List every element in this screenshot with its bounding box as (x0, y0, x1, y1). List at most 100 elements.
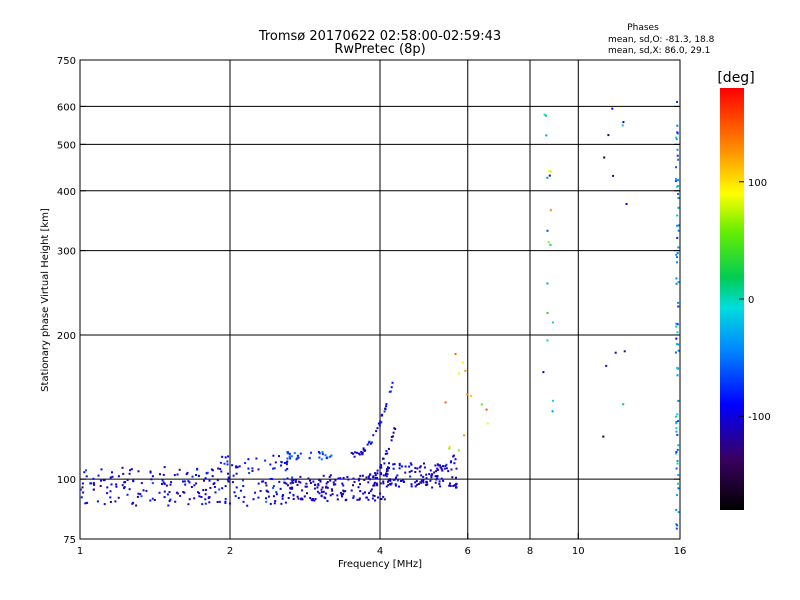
data-point (314, 498, 317, 500)
data-point (674, 415, 677, 418)
data-point (99, 485, 102, 487)
data-point (388, 462, 390, 465)
data-point (677, 158, 680, 161)
data-point (370, 441, 373, 444)
data-point (677, 444, 680, 447)
data-point (293, 452, 296, 455)
data-point (392, 431, 395, 434)
data-point (322, 474, 325, 477)
data-point (440, 466, 443, 469)
data-point (201, 503, 204, 506)
data-point (231, 481, 234, 484)
data-point (342, 489, 345, 492)
data-point (331, 489, 334, 492)
data-point (235, 486, 238, 489)
data-point (287, 484, 289, 487)
data-point (242, 485, 245, 487)
data-point (380, 466, 383, 469)
data-point (416, 467, 419, 470)
data-point (443, 467, 446, 470)
data-point (364, 449, 367, 452)
data-point (675, 509, 678, 511)
data-point (162, 473, 165, 476)
data-point (316, 486, 319, 489)
data-point (676, 261, 678, 264)
data-point (224, 500, 227, 503)
data-point (675, 427, 678, 430)
data-point (204, 493, 207, 496)
data-point (287, 451, 289, 454)
data-point (287, 497, 290, 499)
data-point (391, 381, 394, 384)
data-point (387, 484, 390, 487)
data-point (340, 493, 343, 496)
data-point (132, 479, 135, 482)
data-point (423, 466, 426, 469)
data-point (675, 527, 678, 530)
data-point (418, 470, 421, 473)
data-point (290, 455, 293, 458)
data-point (137, 492, 140, 495)
data-point (365, 476, 368, 479)
data-point (414, 485, 417, 488)
data-point (353, 455, 356, 458)
data-point (602, 435, 605, 438)
data-point (109, 490, 112, 493)
data-point (603, 156, 606, 159)
grid (80, 60, 680, 539)
data-point (675, 451, 678, 453)
data-point (257, 496, 260, 499)
data-point (221, 487, 224, 490)
data-point (149, 499, 152, 502)
data-point (187, 480, 190, 483)
data-point (292, 478, 295, 481)
data-point (257, 468, 260, 471)
data-point (390, 435, 393, 438)
data-point (289, 482, 292, 485)
data-point (414, 471, 417, 473)
phases-line-o: mean, sd,O: -81.3, 18.8 (608, 35, 715, 45)
data-point (111, 471, 113, 474)
data-point (324, 497, 327, 500)
data-point (321, 486, 324, 489)
data-point (239, 489, 242, 492)
y-axis-label: Stationary phase Virtual Height [km] (40, 208, 51, 392)
data-point (309, 482, 312, 484)
data-point (438, 464, 441, 467)
data-point (336, 494, 339, 497)
data-point (140, 495, 143, 498)
data-point (320, 495, 323, 498)
data-point (434, 475, 437, 478)
data-point (117, 475, 120, 478)
data-point (389, 390, 392, 393)
y-tick-label: 300 (57, 247, 76, 258)
data-point (545, 134, 548, 137)
data-point (372, 434, 375, 437)
data-point (353, 481, 356, 483)
data-point (247, 467, 250, 470)
data-point (371, 497, 374, 500)
data-point (457, 372, 460, 375)
data-point (676, 331, 679, 334)
data-point (674, 180, 677, 183)
y-tick-label: 600 (57, 102, 76, 113)
data-point (204, 477, 207, 480)
data-point (163, 496, 166, 499)
data-point (547, 241, 550, 244)
data-point (445, 467, 448, 470)
data-point (676, 448, 679, 451)
data-point (352, 484, 354, 487)
data-point (614, 351, 617, 354)
data-point (386, 480, 389, 483)
data-point (390, 386, 393, 389)
data-point (218, 500, 221, 503)
data-point (89, 482, 92, 485)
data-point (365, 496, 368, 499)
data-point (324, 492, 327, 495)
data-point (549, 170, 552, 173)
data-point (109, 501, 112, 503)
data-point (436, 475, 439, 477)
data-point (374, 476, 377, 479)
data-point (362, 447, 365, 450)
data-point (436, 469, 439, 471)
